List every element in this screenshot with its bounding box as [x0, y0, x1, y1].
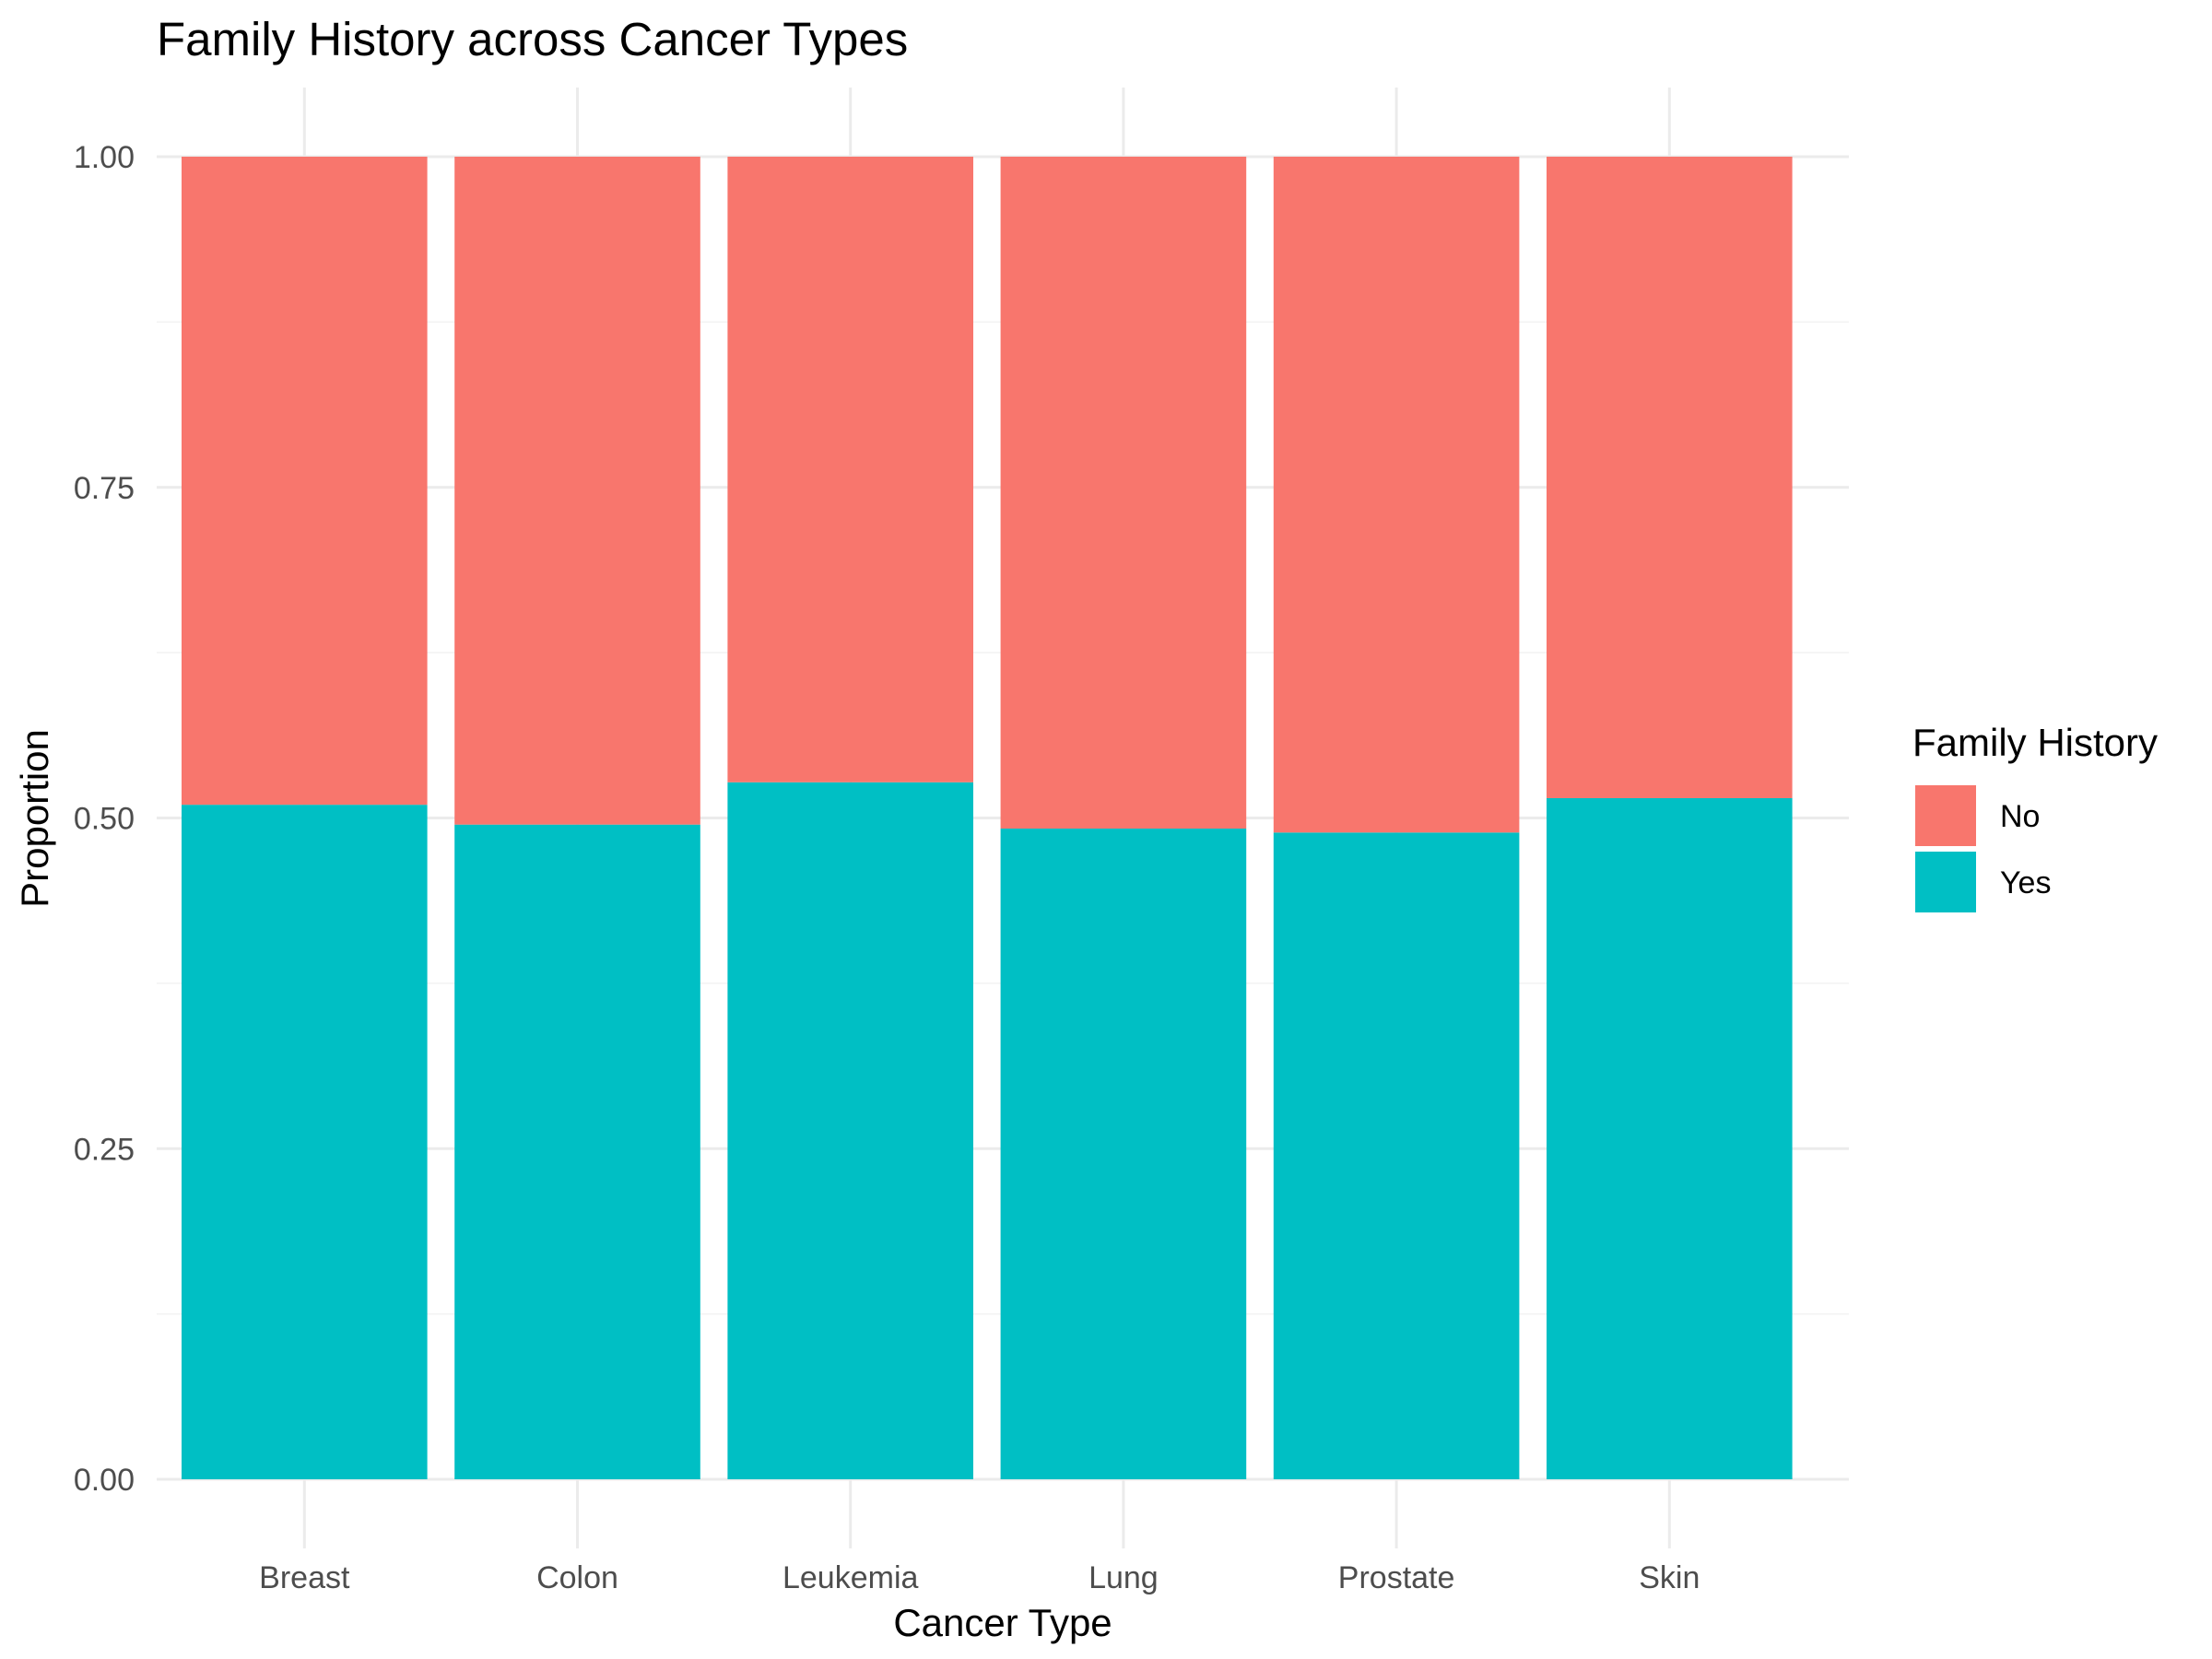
bar-yes-colon — [454, 824, 700, 1479]
x-tick-label: Lung — [1088, 1560, 1159, 1595]
bar-no-colon — [454, 157, 700, 825]
bar-no-leukemia — [727, 157, 973, 782]
y-axis-ticks: 0.00 0.25 0.50 0.75 1.00 — [74, 140, 135, 1498]
bars — [182, 157, 1793, 1479]
legend-label-yes: Yes — [2000, 865, 2051, 900]
legend-key-yes — [1915, 852, 1976, 912]
legend-key-no — [1915, 785, 1976, 846]
bar-no-skin — [1547, 157, 1793, 798]
y-axis-title: Proportion — [13, 729, 56, 908]
x-tick-label: Skin — [1639, 1560, 1700, 1595]
x-axis-ticks: Breast Colon Leukemia Lung Prostate Skin — [259, 1560, 1700, 1595]
x-tick-label: Prostate — [1338, 1560, 1455, 1595]
x-tick-label: Colon — [536, 1560, 618, 1595]
bar-no-prostate — [1273, 157, 1520, 833]
y-tick-label: 0.00 — [74, 1463, 135, 1498]
bar-yes-prostate — [1273, 832, 1520, 1479]
bar-yes-skin — [1547, 797, 1793, 1479]
x-tick-label: Breast — [259, 1560, 350, 1595]
legend: Family History No Yes — [1912, 721, 2158, 912]
bar-yes-breast — [182, 805, 428, 1479]
x-axis-title: Cancer Type — [893, 1601, 1112, 1644]
y-tick-label: 0.25 — [74, 1132, 135, 1167]
x-tick-label: Leukemia — [782, 1560, 919, 1595]
legend-title: Family History — [1912, 721, 2158, 764]
bar-no-lung — [1000, 157, 1247, 829]
bar-yes-lung — [1000, 828, 1247, 1479]
bar-yes-leukemia — [727, 782, 973, 1479]
y-tick-label: 0.75 — [74, 471, 135, 506]
bar-no-breast — [182, 157, 428, 806]
legend-label-no: No — [2000, 799, 2040, 834]
chart-title: Family History across Cancer Types — [157, 13, 908, 65]
y-tick-label: 0.50 — [74, 802, 135, 837]
y-tick-label: 1.00 — [74, 140, 135, 175]
